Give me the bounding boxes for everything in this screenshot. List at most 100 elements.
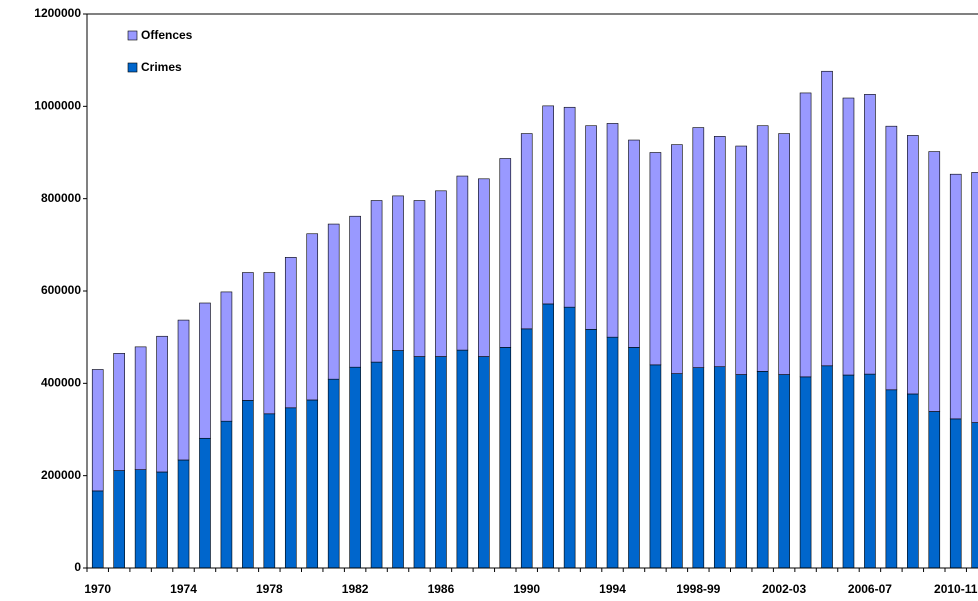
bar-segment [778,133,790,375]
bar-segment [392,195,404,351]
x-tick-label: 1994 [599,582,626,596]
bar-segment [242,400,254,569]
bar-segment [821,70,833,367]
bar-segment [628,139,640,348]
bar-segment [799,376,812,569]
bar-segment [971,172,978,423]
bar-segment [134,469,147,569]
bar-segment [220,291,233,422]
bar-segment [520,328,533,569]
bar-segment [113,353,125,471]
bar-segment [971,422,978,569]
bar-segment [499,158,512,348]
bar-segment [864,94,876,375]
legend-label: Offences [141,28,193,42]
bar-segment [542,303,554,569]
x-tick-label: 1986 [428,582,455,596]
y-tick-label: 1000000 [34,99,81,113]
bar-segment [585,329,597,569]
x-tick-label: 1978 [256,582,283,596]
bar-segment [478,356,490,569]
y-tick-label: 400000 [41,376,81,390]
y-tick-label: 600000 [41,283,81,297]
bar-segment [628,347,640,569]
bar-segment [585,125,597,330]
bar-segment [735,374,748,569]
bar-segment [199,437,211,569]
bar-segment [671,373,683,569]
bar-segment [842,97,855,376]
bar-segment [199,302,211,439]
bar-segment [242,272,254,401]
bar-segment [263,413,276,569]
bar-segment [756,371,769,569]
bar-segment [349,366,361,569]
bar-segment [156,335,168,473]
bar-segment [370,361,383,569]
bar-segment [713,136,726,368]
bar-segment [177,319,190,461]
bar-segment [156,471,168,569]
bar-segment [928,411,941,569]
bar-segment [864,373,876,569]
bar-segment [563,306,576,569]
bar-segment [928,151,941,412]
bar-segment [177,459,190,569]
x-tick-label: 1998-99 [676,582,720,596]
bar-segment [306,233,319,401]
bar-segment [284,407,297,569]
bar-segment [327,223,340,380]
bar-segment [306,399,319,569]
bar-segment [134,346,147,470]
x-tick-label: 1974 [170,582,197,596]
bar-segment [284,256,297,409]
bar-segment [349,215,361,368]
bar-segment [692,367,705,569]
bar-segment [756,125,769,372]
bar-segment [113,470,125,569]
bar-segment [821,365,833,569]
bar-segment [649,152,662,366]
y-tick-label: 200000 [41,468,81,482]
bar-segment [692,127,705,368]
legend-label: Crimes [141,60,182,74]
bar-segment [370,200,383,363]
bar-segment [799,92,812,378]
bar-segment [606,336,619,569]
x-tick-label: 1970 [84,582,111,596]
x-tick-label: 2006-07 [848,582,892,596]
x-tick-label: 2010-11 [934,582,978,596]
bar-segment [606,123,619,338]
bar-segment [907,135,919,395]
bar-segment [91,369,104,492]
bar-segment [435,356,447,569]
bar-segment [907,393,919,569]
bar-segment [91,490,104,569]
bar-segment [671,144,683,374]
bar-segment [456,349,469,569]
y-tick-label: 0 [74,560,81,574]
bar-segment [263,272,276,415]
bar-segment [478,178,490,357]
bar-segment [649,364,662,569]
bar-segment [713,366,726,569]
bar-segment [456,175,469,351]
bar-segment [778,374,790,569]
bar-segment [499,347,512,569]
bar-segment [392,350,404,569]
y-tick-label: 800000 [41,191,81,205]
bar-segment [885,125,898,391]
bar-segment [520,133,533,330]
bar-segment [735,145,748,375]
bar-segment [842,374,855,569]
bar-segment [563,106,576,308]
legend-swatch [127,62,138,73]
bar-segment [885,389,898,569]
y-tick-label: 1200000 [34,6,81,20]
bar-segment [413,200,426,357]
bar-segment [949,173,962,420]
bar-segment [327,378,340,569]
bar-segment [435,190,447,357]
x-tick-label: 1982 [342,582,369,596]
